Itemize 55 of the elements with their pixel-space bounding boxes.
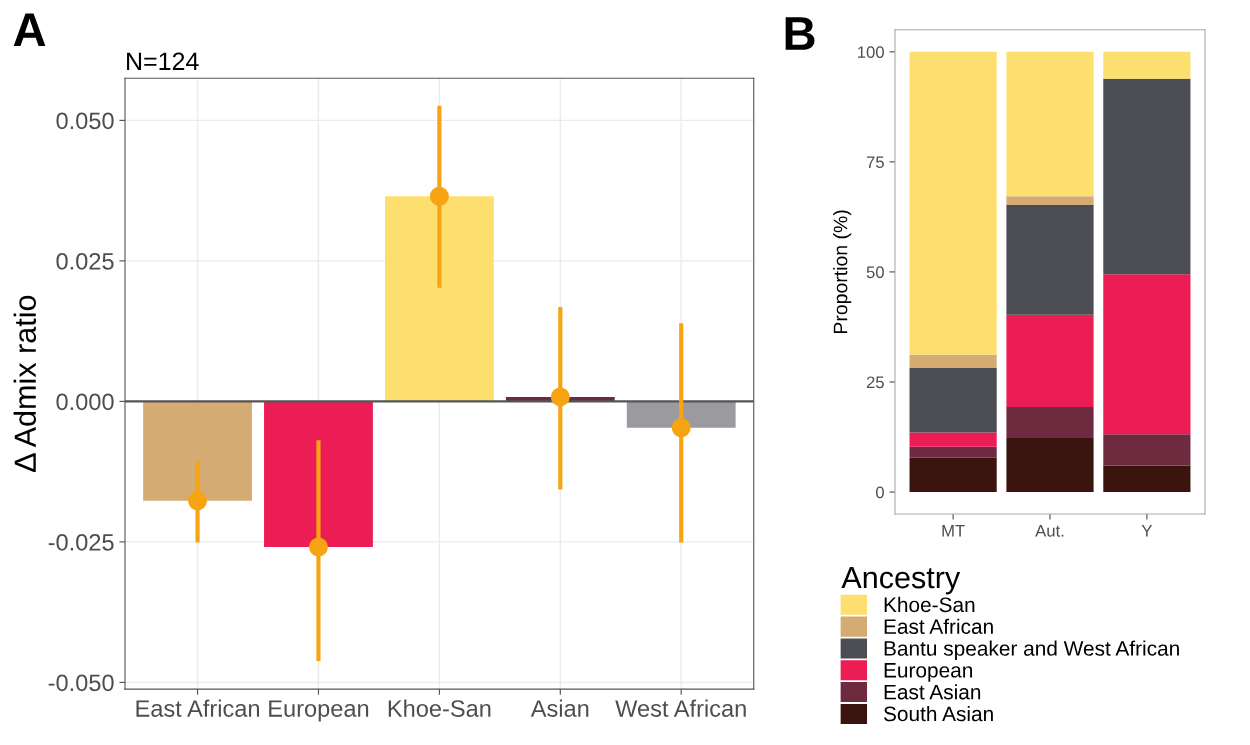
point	[550, 387, 570, 407]
legend-label: European	[884, 663, 972, 682]
y-tick-label: 0.025	[56, 252, 114, 270]
x-tick-label: Asian	[530, 699, 589, 717]
x-tick-label: West African	[615, 699, 746, 717]
y-tick-label: 0.000	[56, 393, 114, 411]
y-tick-label: 0	[875, 486, 884, 499]
point	[671, 418, 691, 438]
bar	[1006, 437, 1094, 493]
bar	[1006, 407, 1094, 438]
legend-title: Ancestry	[841, 567, 961, 595]
bar	[1103, 78, 1191, 275]
x-tick-label: East African	[136, 699, 260, 717]
bar	[909, 457, 997, 493]
bar	[1103, 465, 1191, 493]
x-tick-label: MT	[942, 525, 965, 537]
bar	[1103, 51, 1191, 79]
legend-label: East Asian	[884, 684, 981, 700]
legend-label: Bantu speaker and West African	[884, 640, 1179, 660]
y-tick-label: 50	[866, 266, 884, 279]
y-tick-label: 75	[866, 156, 884, 169]
y-tick-label: -0.050	[48, 674, 114, 692]
bar	[1006, 314, 1094, 408]
bar	[1006, 196, 1094, 206]
legend-label: Khoe-San	[884, 596, 975, 613]
text: A	[13, 13, 46, 47]
bar	[264, 401, 373, 547]
y-axis-title: Δ Admix ratio	[13, 295, 37, 472]
point	[308, 537, 328, 557]
point	[429, 186, 449, 206]
bar	[1006, 205, 1094, 315]
x-tick-label: European	[269, 700, 369, 722]
bar	[909, 432, 997, 447]
bar	[143, 401, 252, 501]
bar	[1103, 274, 1191, 435]
x-tick-label: Khoe-San	[388, 699, 491, 717]
y-axis-title: Proportion (%)	[833, 210, 852, 333]
bar	[909, 51, 997, 355]
text: B	[785, 17, 815, 50]
x-tick-label: Aut.	[1035, 525, 1064, 537]
bar	[384, 196, 494, 402]
bar	[909, 354, 997, 368]
y-tick-label: 100	[858, 46, 884, 59]
bar	[1103, 434, 1191, 466]
point	[188, 491, 208, 511]
legend-label: South Asian	[883, 705, 993, 722]
bar	[1006, 51, 1094, 197]
legend-label: East African	[884, 618, 993, 634]
y-tick-label: -0.025	[48, 533, 114, 551]
x-tick-label: Y	[1141, 525, 1153, 537]
bar	[909, 367, 997, 433]
y-tick-label: 25	[866, 376, 884, 389]
bar	[909, 446, 997, 458]
chart-title: N=124	[127, 52, 199, 70]
y-tick-label: 0.050	[56, 112, 114, 130]
